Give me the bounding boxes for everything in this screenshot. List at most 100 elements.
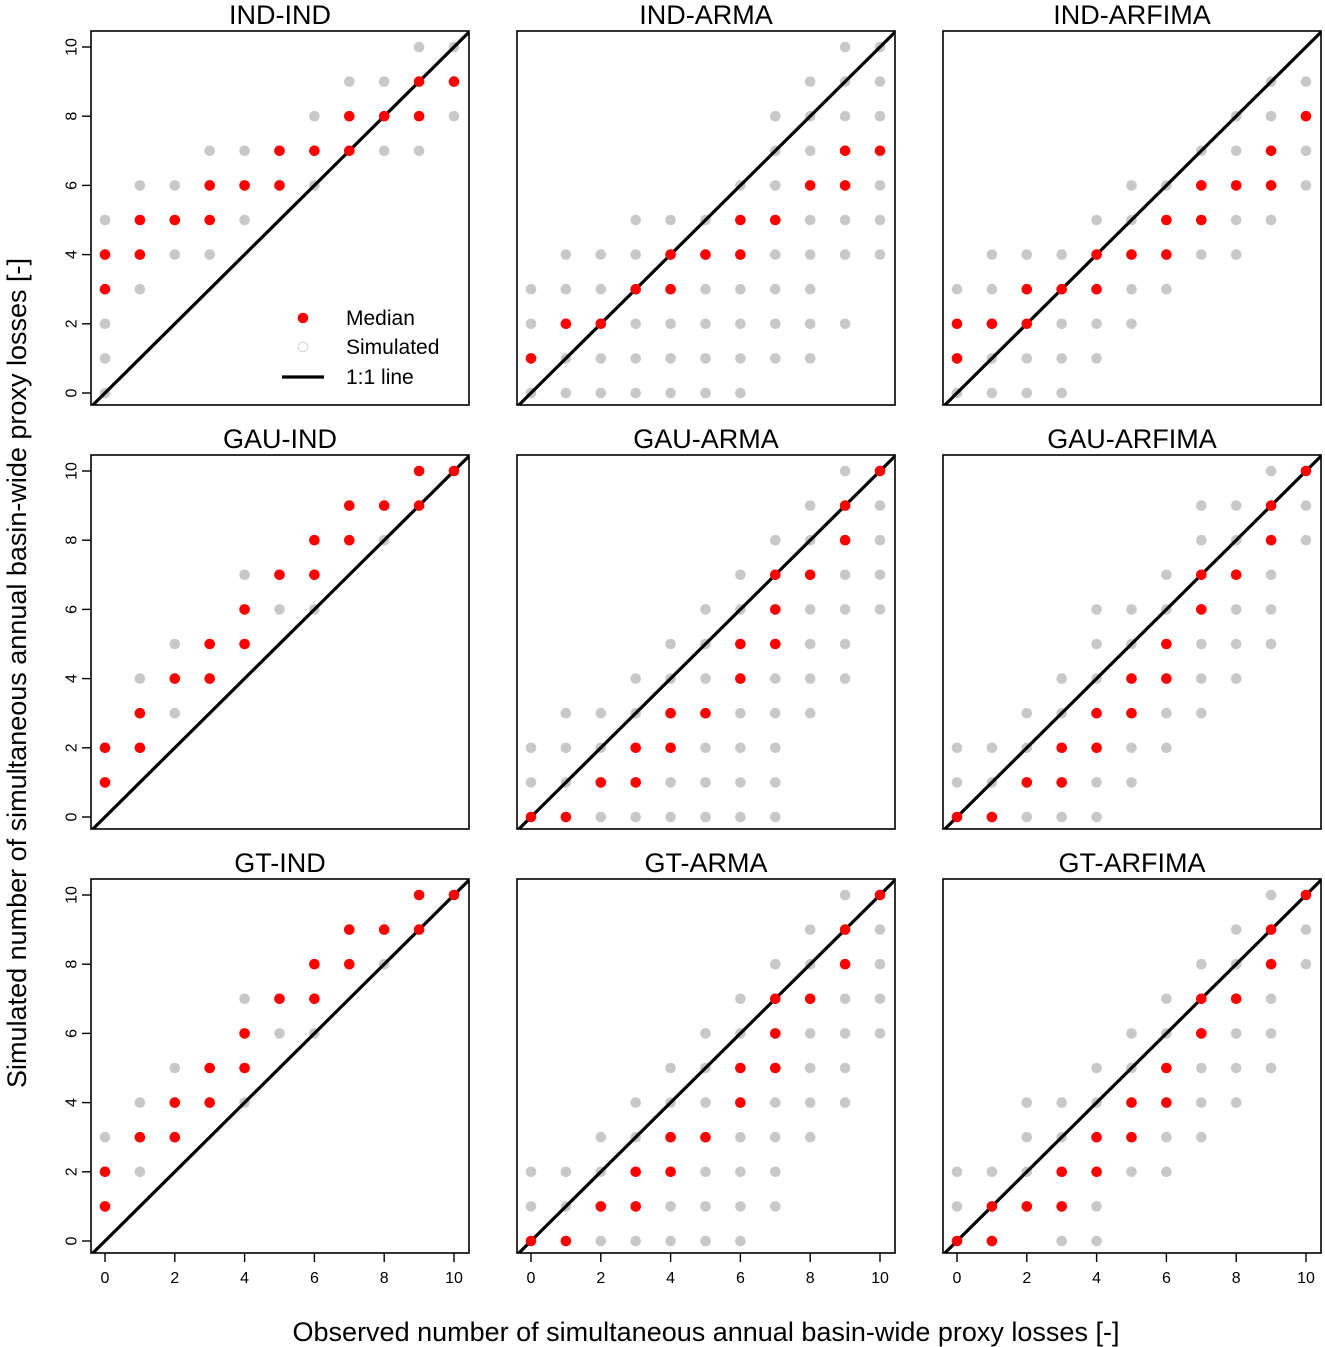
simulated-point (1300, 76, 1312, 87)
median-point (378, 924, 390, 935)
median-point (839, 534, 851, 546)
simulated-point (700, 811, 711, 823)
panel-title: GT-IND (234, 848, 326, 878)
simulated-point (413, 41, 425, 53)
x-tick-label: 4 (240, 1270, 249, 1287)
simulated-point (951, 742, 963, 754)
simulated-point (804, 283, 816, 295)
simulated-point (239, 569, 250, 581)
simulated-point (804, 1131, 816, 1143)
simulated-point (735, 777, 746, 788)
simulated-point (804, 673, 816, 684)
simulated-point (1126, 1166, 1137, 1178)
simulated-point (448, 110, 460, 122)
y-tick-label: 6 (64, 605, 81, 614)
median-point (1056, 1166, 1067, 1178)
median-point (951, 1235, 963, 1247)
panel-ind-arfima: IND-ARFIMA (942, 0, 1322, 406)
simulated-point (839, 638, 851, 650)
simulated-point (1126, 777, 1137, 788)
median-point (344, 924, 355, 935)
simulated-point (1091, 353, 1102, 364)
median-point (1126, 707, 1137, 719)
simulated-point (595, 387, 607, 399)
median-point (1021, 283, 1033, 295)
simulated-point (839, 214, 851, 226)
median-point (951, 353, 963, 364)
median-point (525, 1235, 537, 1247)
median-point (448, 889, 460, 901)
panel-gt-arma: GT-ARMA 0 2 4 6 8 10 (516, 848, 896, 1287)
simulated-point (770, 1097, 781, 1108)
simulated-point (804, 1028, 816, 1039)
median-point (99, 249, 111, 260)
panel-gau-arma: GAU-ARMA (516, 424, 896, 830)
simulated-point (595, 1131, 607, 1143)
simulated-point (770, 777, 781, 788)
simulated-point (595, 707, 607, 719)
median-point (239, 180, 250, 191)
simulated-point (1196, 249, 1207, 260)
median-point (665, 1166, 676, 1178)
y-axis-label: Simulated number of simultaneous annual … (2, 258, 32, 1088)
x-tick-label: 0 (527, 1270, 536, 1287)
simulated-point (770, 249, 781, 260)
median-point (1196, 993, 1207, 1005)
median-point (665, 249, 676, 260)
x-tick-label: 6 (1162, 1270, 1171, 1287)
x-tick-label: 8 (380, 1270, 389, 1287)
median-point (1230, 993, 1242, 1005)
simulated-point (874, 76, 886, 87)
median-point (134, 707, 146, 719)
simulated-point (1021, 249, 1033, 260)
simulated-point (560, 283, 572, 295)
simulated-point (700, 1235, 711, 1247)
simulated-point (874, 569, 886, 581)
simulated-point (770, 811, 781, 823)
median-point (1056, 742, 1067, 754)
median-point (595, 777, 607, 788)
simulated-point (1021, 707, 1033, 719)
median-point (735, 249, 746, 260)
median-point (413, 76, 425, 87)
median-point (735, 1062, 746, 1074)
simulated-point (1196, 1097, 1207, 1108)
median-point (1021, 777, 1033, 788)
simulated-point (874, 180, 886, 191)
simulated-point (665, 777, 676, 788)
simulated-point (1091, 638, 1102, 650)
simulated-point (630, 673, 641, 684)
simulated-point (839, 1097, 851, 1108)
median-point (1161, 1097, 1172, 1108)
simulated-point (986, 283, 998, 295)
median-point (448, 76, 460, 87)
simulated-point (1265, 993, 1277, 1005)
simulated-point (274, 1028, 285, 1039)
median-point (1196, 1028, 1207, 1039)
median-point (239, 604, 250, 615)
median-point (735, 1097, 746, 1108)
simulated-point (804, 604, 816, 615)
simulated-point (239, 145, 250, 157)
panel-ind-arma: IND-ARMA (516, 0, 896, 406)
median-point (770, 993, 781, 1005)
median-point (665, 283, 676, 295)
simulated-point (525, 742, 537, 754)
y-tick-label: 8 (64, 536, 81, 545)
simulated-point (804, 638, 816, 650)
median-point (274, 569, 285, 581)
y-tick-label: 10 (64, 462, 81, 480)
simulated-point (770, 1201, 781, 1212)
simulated-point (951, 777, 963, 788)
panel-gt-arfima: GT-ARFIMA 0 2 4 6 8 10 (942, 848, 1322, 1287)
median-point (378, 110, 390, 122)
simulated-point (1091, 1235, 1102, 1247)
simulated-point (1265, 638, 1277, 650)
simulated-point (169, 1062, 181, 1074)
simulated-point (986, 387, 998, 399)
simulated-point (1196, 673, 1207, 684)
simulated-point (1300, 180, 1312, 191)
y-tick-label: 4 (64, 1098, 81, 1107)
simulated-point (804, 318, 816, 330)
y-tick-label: 0 (64, 388, 81, 397)
